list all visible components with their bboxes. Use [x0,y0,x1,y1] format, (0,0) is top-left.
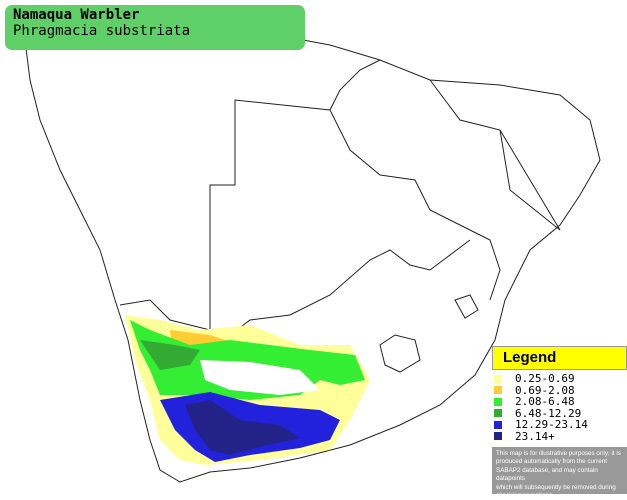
legend-entries: 0.25-0.69 0.69-2.08 2.08-6.48 6.48-12.29 12.… [492,370,627,442]
legend-swatch [494,420,502,429]
legend-entry: 6.48-12.29 [494,406,627,420]
legend-title: Legend [492,346,627,370]
legend-swatch [494,432,502,441]
legend: Legend 0.25-0.69 0.69-2.08 2.08-6.48 6.48-1… [492,346,627,499]
legend-entry: 12.29-23.14 [494,419,627,431]
legend-entry: 23.14+ [494,429,627,443]
disclaimer-line: This map is for illustrative purposes on… [496,450,621,457]
subtitle: Phragmacia substriata [13,23,191,39]
disclaimer-line: SABAP2 database, and may contain datapoi… [496,466,598,483]
legend-label: 23.14+ [515,429,555,443]
title: Namaqua Warbler [13,7,140,23]
legend-entry: 0.25-0.69 [494,373,627,385]
title-box: Namaqua Warbler Phragmacia substriata [5,5,305,50]
legend-swatch [494,409,502,418]
legend-entry: 2.08-6.48 [494,396,627,408]
legend-label: 0.69-2.08 [515,383,575,397]
legend-label: 12.29-23.14 [515,418,588,431]
disclaimer-line: produced automatically from the current [496,458,607,466]
disclaimer-line: which will subsequently be removed durin… [496,483,616,491]
legend-label: 0.25-0.69 [515,372,575,385]
legend-label: 2.08-6.48 [515,395,575,408]
legend-swatch [494,374,502,383]
disclaimer: This map is for illustrative purposes on… [492,447,627,499]
legend-label: 6.48-12.29 [515,406,582,420]
disclaimer-line: checking operations. [496,492,554,500]
distribution [125,315,370,465]
legend-entry: 0.69-2.08 [494,383,627,397]
legend-swatch [494,386,502,395]
legend-swatch [494,397,502,406]
